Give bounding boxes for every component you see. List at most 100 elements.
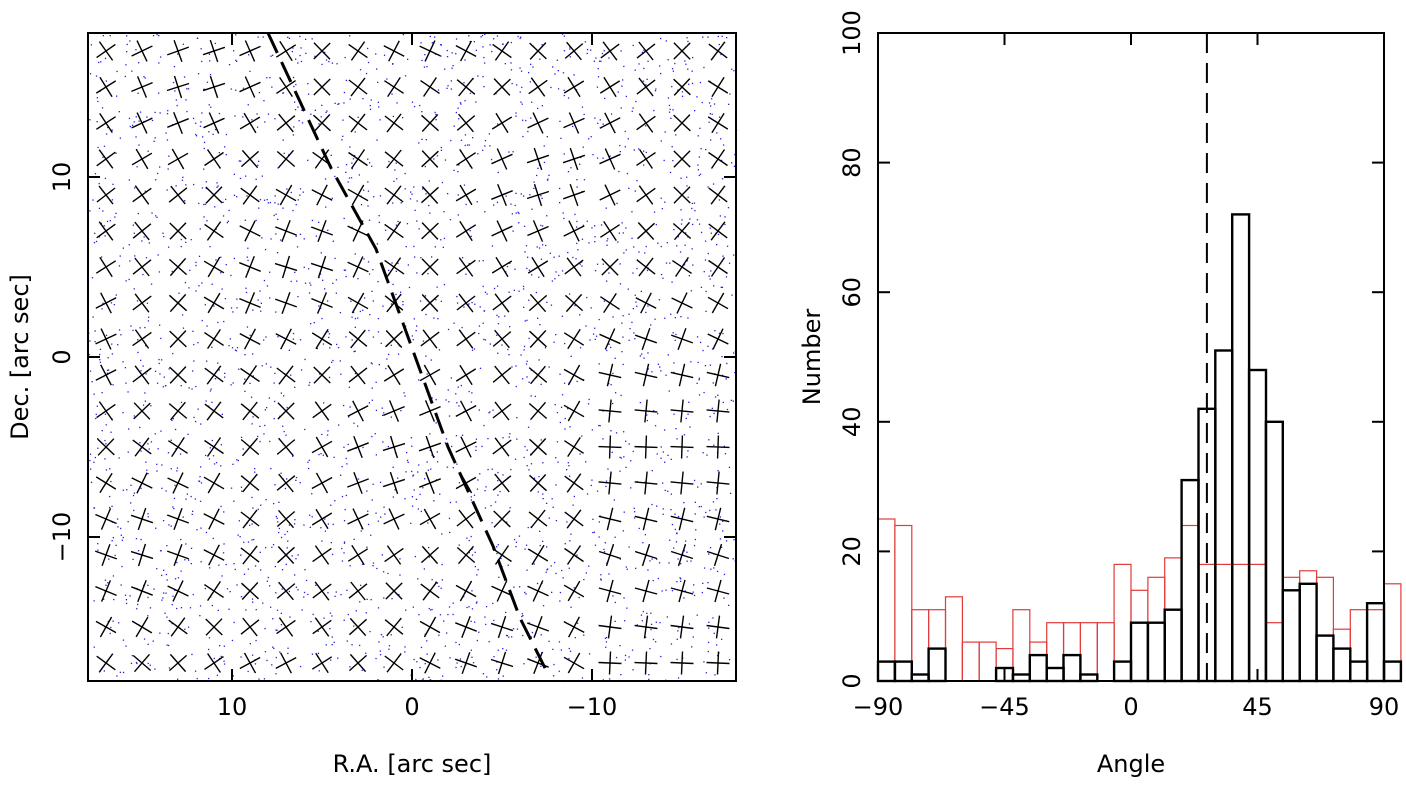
background-point: [580, 156, 582, 159]
background-point: [166, 113, 169, 115]
background-point: [520, 70, 523, 72]
cross-bar-secondary: [673, 114, 691, 132]
background-point: [631, 321, 633, 323]
background-point: [583, 179, 586, 181]
background-point: [383, 597, 385, 599]
background-point: [199, 476, 201, 478]
background-point: [101, 308, 103, 310]
background-point: [213, 657, 215, 660]
left-plot-frame: [87, 32, 737, 682]
background-point: [490, 505, 492, 507]
background-point: [267, 113, 270, 115]
cross-bar-secondary: [563, 225, 585, 237]
orientation-cross: [382, 471, 406, 495]
background-point: [558, 255, 560, 257]
orientation-cross: [347, 256, 369, 278]
background-point: [579, 163, 581, 165]
background-point: [430, 468, 432, 470]
background-point: [614, 357, 616, 359]
cross-bar-secondary: [173, 543, 183, 567]
background-point: [421, 111, 423, 113]
background-point: [605, 207, 607, 209]
background-point: [329, 628, 331, 630]
background-point: [172, 506, 174, 508]
background-point: [354, 350, 356, 352]
left-x-axis-label: R.A. [arc sec]: [333, 750, 492, 778]
background-point: [556, 59, 558, 61]
y-tick-label: 80: [838, 147, 866, 178]
background-point: [229, 591, 231, 593]
background-point: [160, 337, 162, 340]
orientation-cross: [527, 256, 549, 278]
background-point: [128, 244, 130, 246]
cross-bar-secondary: [711, 112, 725, 134]
background-point: [152, 35, 155, 37]
background-point: [726, 408, 729, 411]
background-point: [512, 151, 514, 153]
background-point: [621, 322, 623, 324]
background-point: [122, 671, 125, 674]
background-point: [343, 269, 345, 271]
background-point: [686, 456, 688, 458]
orientation-cross: [131, 112, 153, 134]
background-point: [361, 669, 363, 671]
background-point: [664, 489, 666, 492]
background-point: [209, 246, 211, 248]
background-point: [631, 649, 634, 651]
background-point: [325, 644, 327, 646]
background-point: [586, 220, 588, 222]
orientation-cross: [311, 472, 333, 494]
background-point: [416, 325, 418, 327]
cross-bar-secondary: [566, 473, 582, 493]
background-point: [508, 636, 510, 638]
background-point: [377, 318, 380, 320]
background-point: [98, 61, 100, 64]
cross-bar-secondary: [491, 260, 513, 274]
background-point: [100, 61, 102, 63]
background-point: [525, 119, 527, 122]
orientation-cross: [420, 77, 440, 97]
orientation-cross: [382, 435, 406, 459]
background-point: [704, 240, 707, 242]
background-point: [413, 489, 415, 491]
background-point: [635, 100, 637, 103]
background-point: [377, 679, 379, 681]
background-point: [550, 304, 553, 306]
background-point: [473, 348, 476, 350]
background-point: [101, 256, 103, 258]
background-point: [145, 373, 147, 375]
background-point: [455, 393, 457, 395]
cross-bar-secondary: [135, 616, 149, 638]
background-point: [537, 167, 539, 169]
background-point: [274, 202, 276, 204]
background-point: [466, 606, 468, 609]
background-point: [421, 59, 423, 62]
background-point: [570, 606, 572, 608]
background-point: [354, 131, 356, 133]
background-point: [519, 67, 521, 69]
background-point: [310, 284, 312, 286]
cross-bar-secondary: [492, 367, 512, 383]
background-point: [620, 457, 622, 459]
cross-bar-secondary: [532, 580, 544, 602]
background-point: [251, 539, 253, 541]
background-point: [371, 499, 373, 501]
background-point: [195, 420, 197, 423]
background-point: [449, 657, 451, 659]
orientation-cross: [599, 184, 621, 206]
cross-bar-secondary: [644, 435, 648, 459]
background-point: [307, 593, 309, 596]
background-point: [708, 102, 711, 104]
background-point: [523, 663, 525, 665]
background-point: [335, 591, 337, 593]
orientation-cross: [708, 149, 728, 169]
background-point: [687, 68, 689, 70]
background-point: [273, 382, 275, 384]
background-point: [275, 213, 277, 215]
cross-bar-secondary: [317, 219, 327, 243]
background-point: [733, 352, 735, 354]
background-point: [660, 273, 663, 276]
cross-bar-secondary: [641, 543, 651, 567]
background-point: [247, 670, 249, 673]
background-point: [523, 225, 526, 227]
